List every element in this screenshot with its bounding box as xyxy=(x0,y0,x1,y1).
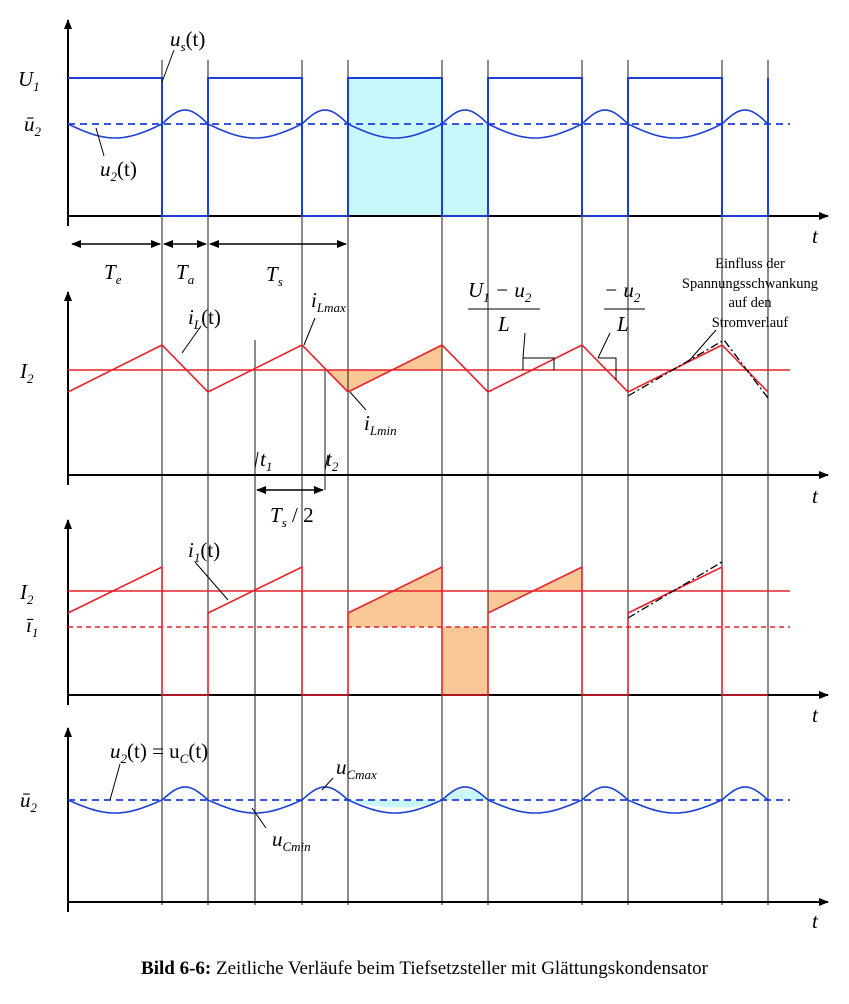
slope-up-bracket xyxy=(522,357,555,370)
note-line-2: Spannungsschwankung xyxy=(682,276,818,292)
curves xyxy=(67,77,790,814)
u2-uC-pointer xyxy=(109,763,121,801)
caption-label: Bild 6-6: xyxy=(141,958,212,979)
iL-pointer xyxy=(181,325,202,354)
label-uCmin: uCmin xyxy=(272,827,311,854)
label-Ts: Ts xyxy=(266,262,283,289)
label-us: us(t) xyxy=(170,27,205,54)
label-Ta: Ta xyxy=(176,260,195,287)
caption-text: Zeitliche Verläufe beim Tiefsetzsteller … xyxy=(211,958,708,979)
uCmin-pointer xyxy=(251,807,267,829)
label-i1-mean: ī1 xyxy=(26,613,38,640)
iL-fluctuation-curve xyxy=(627,339,769,399)
label-i1: i1(t) xyxy=(188,538,220,565)
iLmax-pointer xyxy=(303,317,316,346)
label-Te: Te xyxy=(104,260,122,287)
annotations xyxy=(71,49,717,829)
u2-pointer xyxy=(95,127,105,157)
label-iL: iL(t) xyxy=(188,305,221,332)
panel-inductor-current-labels: I2 iL(t) iLmax iLmin t1 t2 Ts / 2 U1 − u… xyxy=(19,256,818,530)
slope-up-numerator: U1 − u2 xyxy=(468,278,532,305)
axis-label-t-1: t xyxy=(812,224,819,248)
label-t1: t1 xyxy=(260,447,272,474)
iL-charge-area xyxy=(325,345,442,392)
note-line-4: Stromverlauf xyxy=(712,315,789,331)
i1-fluctuation-curve xyxy=(627,561,723,619)
label-uCmax: uCmax xyxy=(336,755,377,782)
us-switching-voltage-curve xyxy=(68,77,769,217)
note-line-1: Einfluss der xyxy=(715,256,785,272)
label-I2-panel2: I2 xyxy=(19,359,34,386)
i1-area-2 xyxy=(442,627,488,695)
uCmax-pointer xyxy=(321,777,334,791)
axis-label-t-3: t xyxy=(812,703,819,727)
slope-down-numerator: − u2 xyxy=(604,278,641,305)
slope-up-denominator: L xyxy=(497,312,510,336)
panel-voltage-labels: U1 ū2 us(t) u2(t) Te Ta Ts xyxy=(18,27,283,289)
i1-area-1 xyxy=(348,567,442,627)
u2-output-voltage-curve xyxy=(67,109,769,139)
label-I2-panel3: I2 xyxy=(19,580,34,607)
uc-highlight xyxy=(348,789,488,808)
label-U1: U1 xyxy=(18,67,40,94)
label-u2-equals-uC: u2(t) = uC(t) xyxy=(110,739,208,766)
label-u2-mean-panel4: ū2 xyxy=(20,788,38,815)
label-u2-mean: ū2 xyxy=(24,112,42,139)
slope-down-pointer xyxy=(597,332,611,359)
highlight-on-interval xyxy=(348,78,442,216)
label-Ts-half: Ts / 2 xyxy=(270,503,314,530)
iL-inductor-current-curve xyxy=(67,344,769,393)
highlight-off-interval xyxy=(442,124,488,216)
label-iLmax: iLmax xyxy=(311,288,346,315)
t1-pointer xyxy=(254,451,259,469)
i1-pointer xyxy=(194,561,229,601)
note-pointer xyxy=(687,329,717,363)
panel-capacitor-voltage-labels: ū2 u2(t) = uC(t) uCmax uCmin xyxy=(20,739,377,854)
t2-pointer xyxy=(324,454,329,471)
axis-label-t-2: t xyxy=(812,484,819,508)
axis-label-t-4: t xyxy=(812,909,819,933)
slope-down-denominator: L xyxy=(616,312,629,336)
label-iLmin: iLmin xyxy=(364,411,397,438)
us-pointer xyxy=(161,49,175,83)
uc-capacitor-voltage-curve xyxy=(67,786,769,814)
panel-input-current-labels: I2 ī1 i1(t) xyxy=(19,538,220,640)
iLmin-pointer xyxy=(349,391,367,411)
note-line-3: auf den xyxy=(728,295,772,311)
slope-down-bracket xyxy=(598,357,617,380)
highlight-fills xyxy=(325,78,582,808)
figure-caption: Bild 6-6: Zeitliche Verläufe beim Tiefse… xyxy=(0,958,849,980)
slope-up-pointer xyxy=(522,332,526,359)
label-u2: u2(t) xyxy=(100,157,137,184)
label-t2: t2 xyxy=(326,447,339,474)
